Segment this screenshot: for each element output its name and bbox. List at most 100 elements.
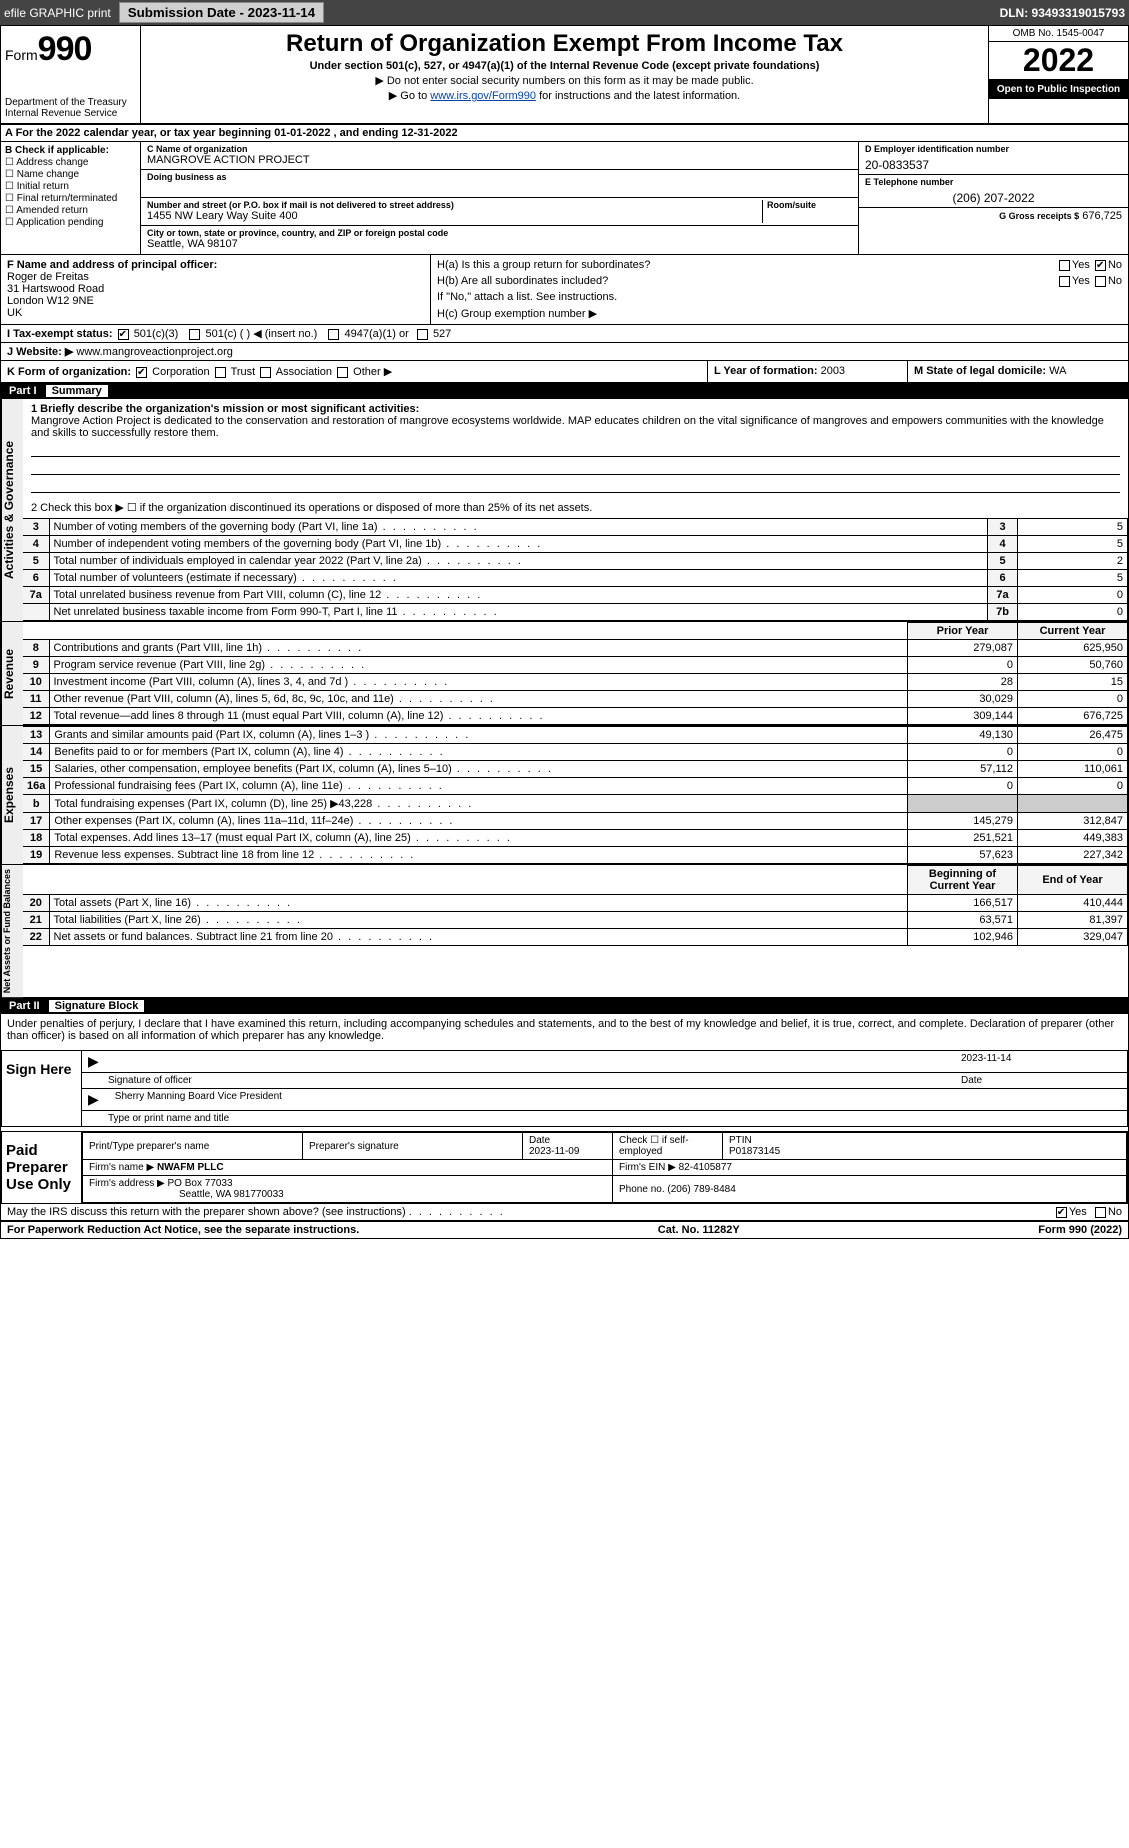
officer-addr2: London W12 9NE (7, 295, 424, 307)
part-2-header: Part II Signature Block (1, 998, 1128, 1014)
cb-other[interactable] (337, 367, 348, 378)
submission-date-button[interactable]: Submission Date - 2023-11-14 (119, 2, 324, 23)
table-row: Net unrelated business taxable income fr… (23, 604, 1128, 621)
page-footer: For Paperwork Reduction Act Notice, see … (1, 1222, 1128, 1238)
arrow-icon: ▶ (88, 1091, 99, 1108)
table-row: 19 Revenue less expenses. Subtract line … (23, 847, 1128, 864)
section-b-checkboxes: B Check if applicable: ☐ Address change … (1, 142, 141, 254)
officer-signature-field[interactable] (115, 1053, 945, 1070)
cb-name-change[interactable]: ☐ Name change (5, 169, 136, 180)
line-2-discontinued: 2 Check this box ▶ ☐ if the organization… (23, 497, 1128, 518)
cb-application-pending[interactable]: ☐ Application pending (5, 217, 136, 228)
expenses-table: 13 Grants and similar amounts paid (Part… (23, 726, 1128, 864)
prior-year-header: Prior Year (908, 623, 1018, 640)
section-h-group: H(a) Is this a group return for subordin… (431, 255, 1128, 324)
hb-yes-checkbox[interactable] (1059, 276, 1070, 287)
irs-link[interactable]: www.irs.gov/Form990 (430, 90, 536, 102)
table-row: b Total fundraising expenses (Part IX, c… (23, 795, 1128, 813)
dba-label: Doing business as (147, 172, 852, 182)
header-left: Form990 Department of the Treasury Inter… (1, 26, 141, 123)
section-l-year: L Year of formation: 2003 (708, 361, 908, 382)
cb-amended-return[interactable]: ☐ Amended return (5, 205, 136, 216)
paid-preparer-label: Paid Preparer Use Only (2, 1132, 82, 1203)
cb-501c3[interactable] (118, 329, 129, 340)
cb-corporation[interactable] (136, 367, 147, 378)
section-b-heading: B Check if applicable: (5, 145, 136, 156)
ha-yes-checkbox[interactable] (1059, 260, 1070, 271)
city-label: City or town, state or province, country… (147, 228, 852, 238)
form-subtitle: Under section 501(c), 527, or 4947(a)(1)… (147, 60, 982, 72)
street-label: Number and street (or P.O. box if mail i… (147, 200, 762, 210)
firm-addr2: Seattle, WA 981770033 (89, 1189, 284, 1200)
prep-sig-label: Preparer's signature (303, 1133, 523, 1160)
cb-final-return[interactable]: ☐ Final return/terminated (5, 193, 136, 204)
officer-name: Roger de Freitas (7, 271, 424, 283)
phone-label: E Telephone number (865, 177, 1122, 187)
table-row: 10 Investment income (Part VIII, column … (23, 674, 1128, 691)
mission-text: Mangrove Action Project is dedicated to … (31, 415, 1120, 439)
table-row: 13 Grants and similar amounts paid (Part… (23, 727, 1128, 744)
section-j-website: J Website: ▶ www.mangroveactionproject.o… (1, 343, 1128, 361)
phone-value: (206) 207-2022 (865, 187, 1122, 205)
table-row: 20 Total assets (Part X, line 16) 166,51… (23, 895, 1128, 912)
cb-501c[interactable] (189, 329, 200, 340)
cb-527[interactable] (417, 329, 428, 340)
cb-initial-return[interactable]: ☐ Initial return (5, 181, 136, 192)
table-row: 18 Total expenses. Add lines 13–17 (must… (23, 830, 1128, 847)
dept-treasury: Department of the Treasury (5, 97, 136, 108)
form-header: Form990 Department of the Treasury Inter… (1, 26, 1128, 125)
gross-receipts-label: G Gross receipts $ (999, 211, 1079, 221)
form-990-page: Form990 Department of the Treasury Inter… (0, 25, 1129, 1239)
table-row: 4 Number of independent voting members o… (23, 536, 1128, 553)
self-employed-check[interactable]: Check ☐ if self-employed (613, 1133, 723, 1160)
part-1-header: Part I Summary (1, 383, 1128, 399)
form-number: 990 (38, 30, 92, 68)
hc-label: H(c) Group exemption number ▶ (437, 307, 1122, 320)
irs-label: Internal Revenue Service (5, 108, 136, 119)
form-footer-label: Form 990 (2022) (1038, 1224, 1122, 1236)
cb-trust[interactable] (215, 367, 226, 378)
line-1-mission: 1 Briefly describe the organization's mi… (23, 399, 1128, 497)
vtab-net-assets: Net Assets or Fund Balances (1, 865, 23, 997)
officer-addr3: UK (7, 307, 424, 319)
part-1-title: Summary (46, 385, 108, 397)
arrow-icon: ▶ (88, 1053, 99, 1070)
may-discuss-yes[interactable] (1056, 1207, 1067, 1218)
city-value: Seattle, WA 98107 (147, 238, 852, 250)
may-discuss-line: May the IRS discuss this return with the… (1, 1204, 1128, 1222)
ha-no-checkbox[interactable] (1095, 260, 1106, 271)
firm-phone-value: (206) 789-8484 (667, 1184, 735, 1195)
cb-4947[interactable] (328, 329, 339, 340)
table-row: 3 Number of voting members of the govern… (23, 519, 1128, 536)
form-title: Return of Organization Exempt From Incom… (147, 30, 982, 58)
officer-label: F Name and address of principal officer: (7, 259, 424, 271)
form-label: Form (5, 47, 38, 63)
officer-addr1: 31 Hartswood Road (7, 283, 424, 295)
date-label: Date (961, 1075, 1121, 1086)
vtab-expenses: Expenses (1, 726, 23, 864)
vtab-revenue: Revenue (1, 622, 23, 725)
table-row: 7a Total unrelated business revenue from… (23, 587, 1128, 604)
ein-value: 20-0833537 (865, 154, 1122, 172)
ein-label: D Employer identification number (865, 144, 1122, 154)
firm-addr1: PO Box 77033 (168, 1178, 233, 1189)
end-year-header: End of Year (1018, 866, 1128, 895)
sig-officer-label: Signature of officer (88, 1075, 945, 1086)
part-2-title: Signature Block (49, 1000, 145, 1012)
governance-table: 3 Number of voting members of the govern… (23, 518, 1128, 621)
website-value: www.mangroveactionproject.org (76, 346, 233, 358)
table-row: 6 Total number of volunteers (estimate i… (23, 570, 1128, 587)
table-row: 16a Professional fundraising fees (Part … (23, 778, 1128, 795)
cb-address-change[interactable]: ☐ Address change (5, 157, 136, 168)
room-label: Room/suite (767, 200, 852, 210)
may-discuss-no[interactable] (1095, 1207, 1106, 1218)
revenue-table: Prior Year Current Year 8 Contributions … (23, 622, 1128, 725)
cb-association[interactable] (260, 367, 271, 378)
paid-preparer-block: Paid Preparer Use Only Print/Type prepar… (1, 1131, 1128, 1204)
section-k-form-org: K Form of organization: Corporation Trus… (1, 361, 708, 382)
vtab-governance: Activities & Governance (1, 399, 23, 621)
hb-no-checkbox[interactable] (1095, 276, 1106, 287)
current-year-header: Current Year (1018, 623, 1128, 640)
prep-date-value: 2023-11-09 (529, 1146, 579, 1157)
table-row: 14 Benefits paid to or for members (Part… (23, 744, 1128, 761)
